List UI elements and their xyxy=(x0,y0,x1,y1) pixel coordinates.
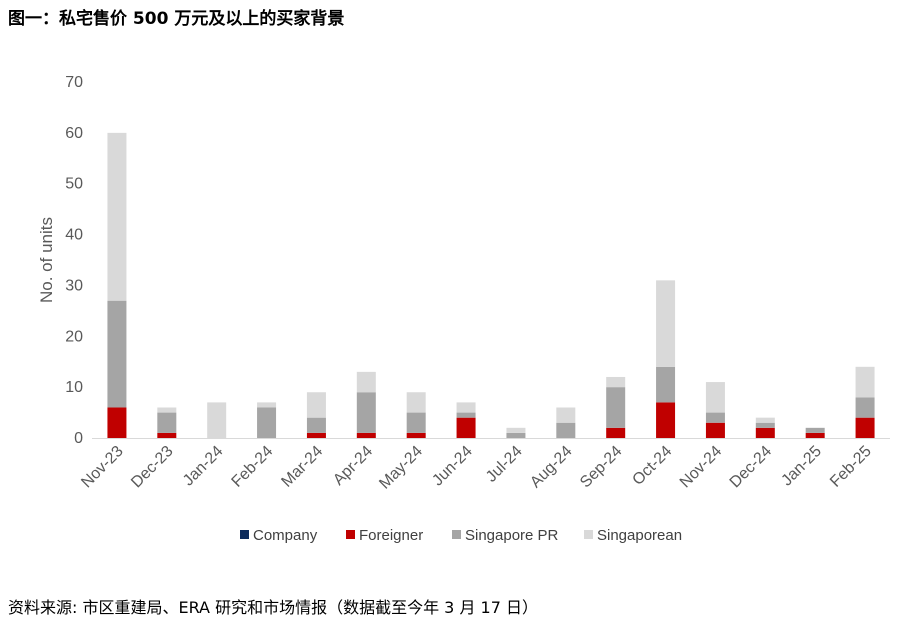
y-tick-label: 50 xyxy=(65,176,83,193)
bar-singaporean xyxy=(606,376,626,388)
y-tick-label: 10 xyxy=(65,379,83,396)
x-tick-label: Feb-24 xyxy=(229,443,277,491)
y-tick-label: 30 xyxy=(65,277,83,294)
x-tick-label: Mar-24 xyxy=(278,443,326,491)
bar-foreigner xyxy=(805,432,825,438)
bar-singapore-pr xyxy=(656,366,676,403)
bar-singapore-pr xyxy=(855,397,875,418)
bar-singaporean xyxy=(456,402,476,413)
bar-singaporean xyxy=(656,280,676,367)
x-tick-label: May-24 xyxy=(376,443,426,493)
bar-singaporean xyxy=(107,132,127,301)
bar-singaporean xyxy=(356,371,376,393)
bar-foreigner xyxy=(356,432,376,438)
x-tick-label: Nov-24 xyxy=(677,443,726,492)
x-tick-label: Aug-24 xyxy=(527,443,576,492)
legend-label-company: Company xyxy=(253,527,318,544)
bar-foreigner xyxy=(855,417,875,438)
bars xyxy=(107,132,875,438)
bar-foreigner xyxy=(755,427,775,438)
bar-singaporean xyxy=(556,407,576,423)
x-tick-label: Dec-23 xyxy=(128,443,177,492)
x-tick-label: Feb-25 xyxy=(827,443,875,491)
legend-label-singapore-pr: Singapore PR xyxy=(465,527,559,544)
x-tick-label: Nov-23 xyxy=(78,443,127,492)
bar-singapore-pr xyxy=(257,407,277,438)
legend-label-foreigner: Foreigner xyxy=(359,527,423,544)
x-tick-label: Jul-24 xyxy=(483,443,526,486)
bar-singapore-pr xyxy=(157,412,177,433)
bar-singapore-pr xyxy=(506,432,526,438)
bar-singaporean xyxy=(755,417,775,423)
bar-singaporean xyxy=(257,402,277,408)
bar-singaporean xyxy=(855,366,875,398)
y-tick-labels: 0 10 20 30 40 50 60 70 xyxy=(65,74,83,447)
bar-foreigner xyxy=(157,432,177,438)
chart-title: 图一：私宅售价 500 万元及以上的买家背景 xyxy=(8,9,345,29)
x-tick-label: Apr-24 xyxy=(330,443,376,489)
x-tick-label: Jun-24 xyxy=(429,443,476,490)
bar-singapore-pr xyxy=(306,417,326,433)
bar-singapore-pr xyxy=(406,412,426,433)
bar-singaporean xyxy=(306,392,326,418)
x-tick-label: Sep-24 xyxy=(577,443,626,492)
y-tick-label: 70 xyxy=(65,74,83,91)
bar-singaporean xyxy=(157,407,177,413)
y-tick-label: 0 xyxy=(74,430,83,447)
y-tick-label: 20 xyxy=(65,328,83,345)
bar-foreigner xyxy=(406,432,426,438)
bar-singaporean xyxy=(506,427,526,433)
bar-foreigner xyxy=(107,407,127,438)
bar-singapore-pr xyxy=(705,412,725,423)
bar-singaporean xyxy=(406,392,426,413)
y-axis-title: No. of units xyxy=(37,217,56,303)
bar-singaporean xyxy=(207,402,227,438)
bar-singapore-pr xyxy=(755,422,775,428)
legend-swatch-singapore-pr xyxy=(452,530,461,539)
bar-singapore-pr xyxy=(356,392,376,433)
y-axis-label-group: No. of units xyxy=(37,217,56,303)
bar-singapore-pr xyxy=(556,422,576,438)
legend-label-singaporean: Singaporean xyxy=(597,527,682,544)
bar-foreigner xyxy=(306,432,326,438)
bar-foreigner xyxy=(606,427,626,438)
bar-singapore-pr xyxy=(805,427,825,433)
bar-foreigner xyxy=(456,417,476,438)
x-tick-label: Jan-24 xyxy=(180,443,227,490)
y-tick-label: 60 xyxy=(65,125,83,142)
legend-swatch-company xyxy=(240,530,249,539)
bar-singapore-pr xyxy=(606,387,626,428)
source-note: 资料来源: 市区重建局、ERA 研究和市场情报（数据截至今年 3 月 17 日） xyxy=(8,598,538,617)
legend: Company Foreigner Singapore PR Singaporean xyxy=(240,527,682,544)
bar-foreigner xyxy=(705,422,725,438)
y-tick-label: 40 xyxy=(65,227,83,244)
bar-singaporean xyxy=(705,382,725,413)
x-tick-label: Oct-24 xyxy=(629,443,675,489)
x-tick-label: Jan-25 xyxy=(778,443,825,490)
bar-foreigner xyxy=(656,402,676,438)
legend-swatch-singaporean xyxy=(584,530,593,539)
bar-singapore-pr xyxy=(456,412,476,418)
bar-singapore-pr xyxy=(107,300,127,408)
legend-swatch-foreigner xyxy=(346,530,355,539)
x-tick-label: Dec-24 xyxy=(727,443,776,492)
x-tick-labels: Nov-23 Dec-23 Jan-24 Feb-24 Mar-24 Apr-24 May-… xyxy=(78,443,875,493)
